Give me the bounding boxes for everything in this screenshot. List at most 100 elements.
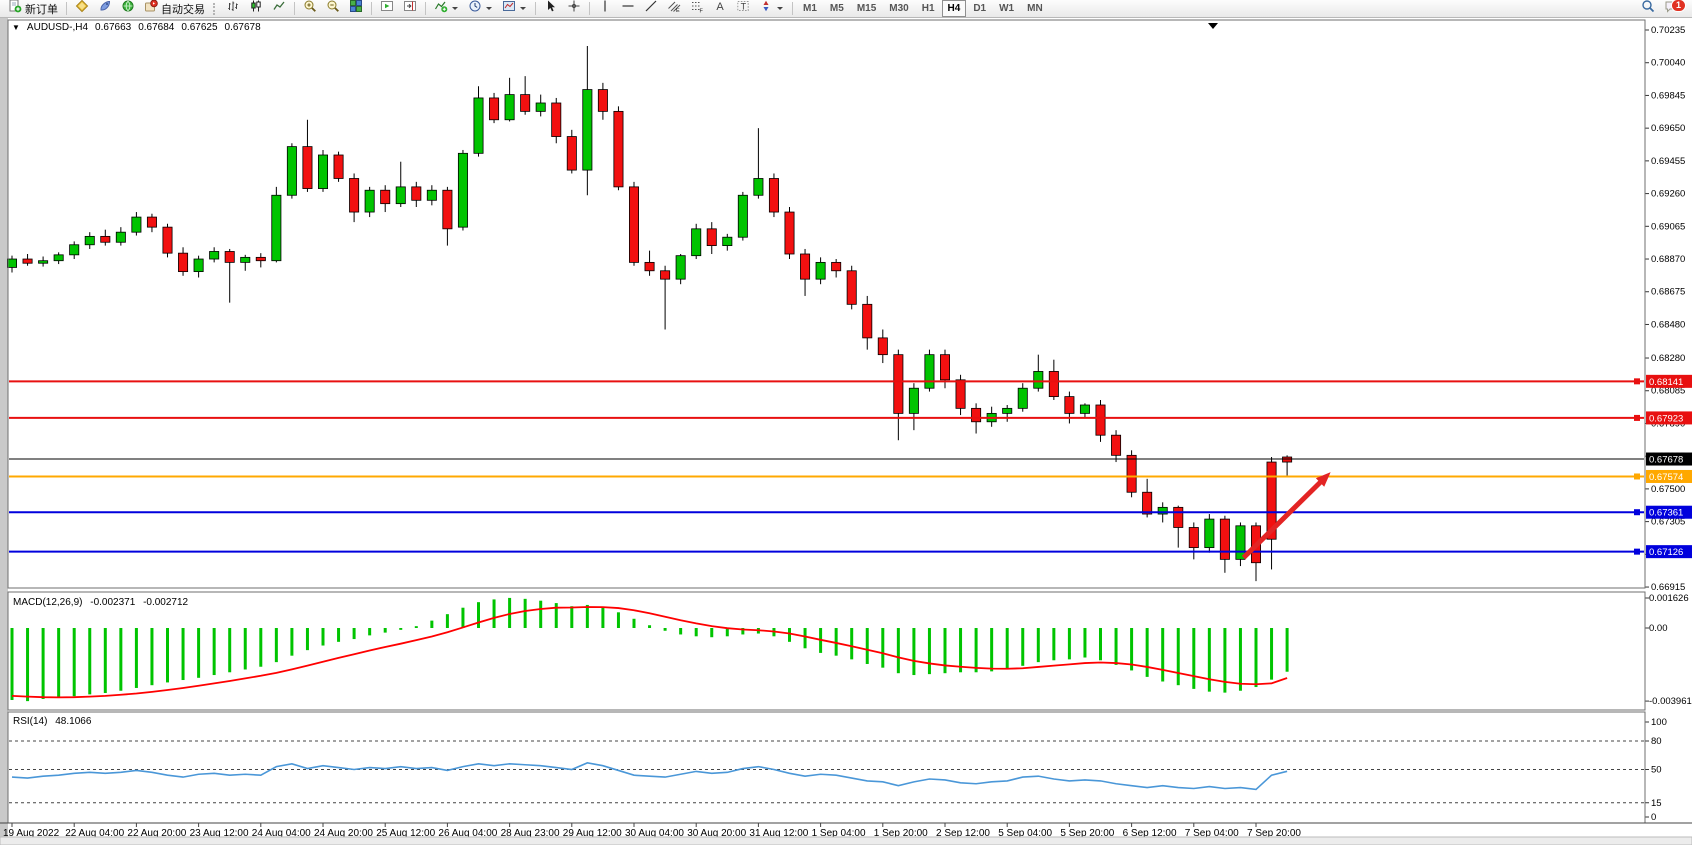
svg-text:-0.003961: -0.003961 bbox=[1649, 696, 1692, 707]
svg-text:0.69260: 0.69260 bbox=[1651, 189, 1685, 200]
svg-text:24 Aug 20:00: 24 Aug 20:00 bbox=[314, 828, 373, 839]
chevron-down-icon bbox=[486, 7, 492, 13]
horizontal-line-icon bbox=[621, 0, 635, 18]
green-globe-icon bbox=[121, 0, 135, 18]
svg-text:0.69065: 0.69065 bbox=[1651, 221, 1685, 232]
notifications-button[interactable]: 1 bbox=[1660, 0, 1686, 18]
tile-windows-button[interactable] bbox=[345, 0, 367, 18]
tab-m30[interactable]: M30 bbox=[889, 3, 909, 14]
crosshair-icon bbox=[567, 0, 581, 18]
channel-tool-button[interactable]: E bbox=[663, 0, 685, 18]
svg-text:0.001626: 0.001626 bbox=[1649, 593, 1689, 604]
arrows-tool-button[interactable] bbox=[755, 0, 788, 18]
svg-text:0.68675: 0.68675 bbox=[1651, 287, 1685, 298]
toolbar-separator bbox=[371, 2, 372, 15]
svg-text:0.00: 0.00 bbox=[1649, 623, 1668, 634]
svg-text:2 Sep 12:00: 2 Sep 12:00 bbox=[936, 828, 990, 839]
text-tool-button[interactable]: A bbox=[709, 0, 731, 18]
auto-scroll-button[interactable] bbox=[376, 0, 398, 18]
horizontal-line-tool-button[interactable] bbox=[617, 0, 639, 18]
market-watch-button[interactable] bbox=[71, 0, 93, 18]
tab-h4[interactable]: H4 bbox=[941, 0, 967, 17]
svg-text:0.69845: 0.69845 bbox=[1651, 90, 1685, 101]
tab-w1[interactable]: W1 bbox=[999, 3, 1015, 14]
chevron-down-icon bbox=[452, 7, 458, 13]
tab-mn[interactable]: MN bbox=[1027, 3, 1043, 14]
svg-text:26 Aug 04:00: 26 Aug 04:00 bbox=[438, 828, 497, 839]
svg-text:0.70040: 0.70040 bbox=[1651, 58, 1685, 69]
svg-text:23 Aug 12:00: 23 Aug 12:00 bbox=[190, 828, 249, 839]
tab-d1[interactable]: D1 bbox=[973, 3, 987, 14]
text-label-icon: T bbox=[736, 0, 750, 18]
tab-m5[interactable]: M5 bbox=[829, 3, 844, 14]
cursor-icon bbox=[544, 0, 558, 18]
tab-m15[interactable]: M15 bbox=[856, 3, 877, 14]
svg-text:50: 50 bbox=[1651, 765, 1662, 776]
bar-chart-icon bbox=[226, 0, 240, 18]
chart-area[interactable]: 0.70235 0.70040 0.69845 0.69650 0.69455 0.692… bbox=[0, 18, 1692, 845]
tab-h1[interactable]: H1 bbox=[921, 3, 935, 14]
svg-text:T: T bbox=[741, 1, 747, 11]
candlestick-mode-button[interactable] bbox=[245, 0, 267, 18]
svg-text:E: E bbox=[676, 8, 680, 13]
svg-text:6 Sep 12:00: 6 Sep 12:00 bbox=[1123, 828, 1177, 839]
svg-text:5 Sep 04:00: 5 Sep 04:00 bbox=[998, 828, 1052, 839]
navigator-button[interactable] bbox=[117, 0, 139, 18]
line-chart-mode-button[interactable] bbox=[268, 0, 290, 18]
label-tool-button[interactable]: T bbox=[732, 0, 754, 18]
search-button[interactable] bbox=[1637, 0, 1659, 18]
indicators-button[interactable] bbox=[430, 0, 463, 18]
candlestick-icon bbox=[249, 0, 263, 18]
bar-chart-mode-button[interactable] bbox=[222, 0, 244, 18]
svg-text:0.70235: 0.70235 bbox=[1651, 25, 1685, 36]
periods-button[interactable] bbox=[464, 0, 497, 18]
auto-scroll-icon bbox=[380, 0, 394, 18]
svg-text:0.69455: 0.69455 bbox=[1651, 156, 1685, 167]
svg-text:0.67500: 0.67500 bbox=[1651, 484, 1685, 495]
trendline-icon bbox=[644, 0, 658, 18]
price-chart-canvas[interactable]: 0.70235 0.70040 0.69845 0.69650 0.69455 0.692… bbox=[0, 18, 1692, 845]
svg-text:0.68280: 0.68280 bbox=[1651, 353, 1685, 364]
tab-m1[interactable]: M1 bbox=[803, 3, 817, 14]
toolbar-grip bbox=[213, 2, 218, 15]
svg-text:0.67678: 0.67678 bbox=[1649, 455, 1683, 466]
svg-text:29 Aug 12:00: 29 Aug 12:00 bbox=[563, 828, 622, 839]
tile-windows-icon bbox=[349, 0, 363, 18]
auto-trading-button[interactable]: 自动交易 bbox=[140, 0, 209, 18]
templates-button[interactable] bbox=[498, 0, 531, 18]
svg-text:31 Aug 12:00: 31 Aug 12:00 bbox=[749, 828, 808, 839]
arrows-icon bbox=[759, 0, 773, 18]
svg-text:24 Aug 04:00: 24 Aug 04:00 bbox=[252, 828, 311, 839]
line-chart-icon bbox=[272, 0, 286, 18]
toolbar-separator bbox=[294, 2, 295, 15]
data-window-button[interactable] bbox=[94, 0, 116, 18]
zoom-in-button[interactable] bbox=[299, 0, 321, 18]
channel-icon: E bbox=[667, 0, 681, 18]
blue-bird-icon bbox=[98, 0, 112, 18]
svg-text:0.67923: 0.67923 bbox=[1649, 413, 1683, 424]
svg-text:30 Aug 04:00: 30 Aug 04:00 bbox=[625, 828, 684, 839]
crosshair-tool-button[interactable] bbox=[563, 0, 585, 18]
svg-text:19 Aug 2022: 19 Aug 2022 bbox=[3, 828, 60, 839]
svg-text:0.69650: 0.69650 bbox=[1651, 123, 1685, 134]
fibonacci-icon: F bbox=[690, 0, 704, 18]
toolbar-separator bbox=[589, 2, 590, 15]
fibonacci-tool-button[interactable]: F bbox=[686, 0, 708, 18]
new-order-button[interactable]: 新订单 bbox=[4, 0, 62, 18]
auto-trading-icon bbox=[144, 0, 158, 18]
gold-diamond-icon bbox=[75, 0, 89, 18]
vertical-line-tool-button[interactable] bbox=[594, 0, 616, 18]
cursor-tool-button[interactable] bbox=[540, 0, 562, 18]
svg-text:80: 80 bbox=[1651, 736, 1662, 747]
vertical-line-icon bbox=[598, 0, 612, 18]
svg-text:0.67574: 0.67574 bbox=[1649, 472, 1683, 483]
zoom-out-button[interactable] bbox=[322, 0, 344, 18]
notification-badge: 1 bbox=[1670, 0, 1686, 12]
toolbar-separator bbox=[792, 2, 793, 15]
trendline-tool-button[interactable] bbox=[640, 0, 662, 18]
chart-shift-button[interactable] bbox=[399, 0, 421, 18]
svg-text:0.67126: 0.67126 bbox=[1649, 547, 1683, 558]
svg-text:1 Sep 20:00: 1 Sep 20:00 bbox=[874, 828, 928, 839]
svg-text:1 Sep 04:00: 1 Sep 04:00 bbox=[812, 828, 866, 839]
